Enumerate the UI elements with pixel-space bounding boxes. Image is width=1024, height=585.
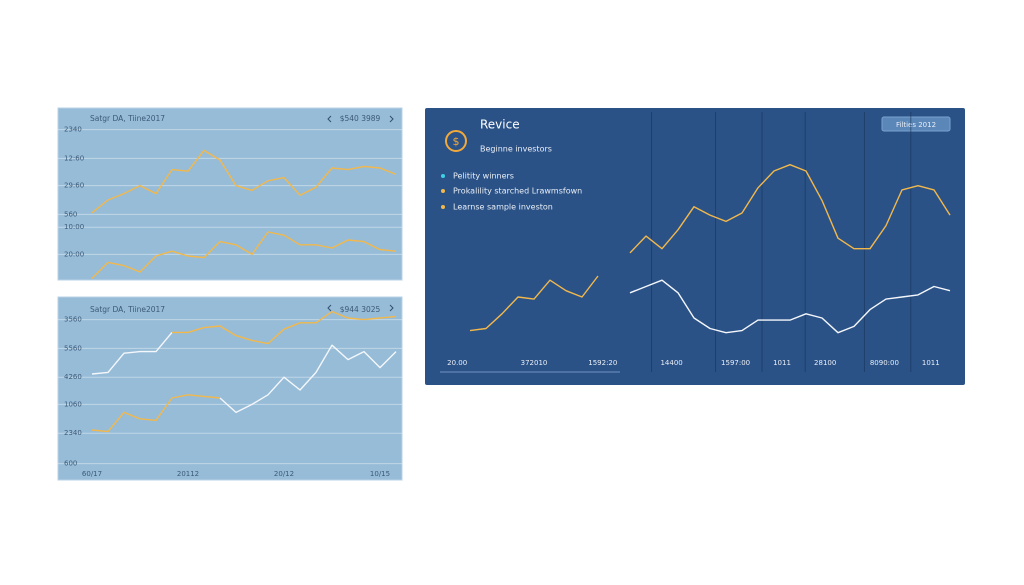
series-line	[629, 279, 951, 334]
nav-arrow[interactable]	[327, 115, 332, 123]
y-tick-label: 5560	[64, 344, 82, 352]
x-tick-label: 20112	[177, 470, 199, 478]
x-tick-label: 1592:20	[588, 359, 617, 367]
series-line	[219, 344, 397, 414]
panel-subtitle: Beginne investors	[480, 145, 552, 154]
x-tick-label: 20.00	[447, 359, 467, 367]
x-tick-label: 372010	[521, 359, 548, 367]
panel-title: Satgr DA, Tiine2017	[90, 305, 165, 314]
series-line	[91, 394, 221, 433]
x-tick-label: 10/15	[370, 470, 390, 478]
y-tick-label: 20:00	[64, 250, 84, 258]
y-tick-label: 560	[64, 210, 77, 218]
panel-value: $944 3025	[340, 305, 381, 314]
series-line	[91, 149, 397, 214]
panel	[57, 296, 403, 481]
series-line	[629, 164, 951, 254]
legend-dot	[441, 174, 445, 178]
x-tick-label: 14400	[660, 359, 682, 367]
x-tick-label: 60/17	[82, 470, 102, 478]
series-line	[172, 310, 397, 345]
filter-button[interactable]	[881, 116, 951, 132]
legend-label: Pelitity winners	[453, 172, 514, 181]
coin-icon	[445, 130, 467, 152]
panel	[425, 108, 965, 385]
legend-label: Learnse sample investon	[453, 203, 553, 212]
series-line	[91, 331, 173, 375]
y-tick-label: 1060	[64, 400, 82, 408]
y-tick-label: 2340	[64, 126, 82, 134]
legend-dot	[441, 205, 445, 209]
y-tick-label: 10:00	[64, 223, 84, 231]
y-tick-label: 12:60	[64, 154, 84, 162]
x-tick-label: 20/12	[274, 470, 294, 478]
nav-arrow[interactable]	[389, 304, 394, 312]
x-tick-label: 8090:00	[870, 359, 899, 367]
x-tick-label: 1011	[922, 359, 940, 367]
legend-dot	[441, 189, 445, 193]
y-tick-label: 29:60	[64, 182, 84, 190]
legend-label: Prokalility starched Lrawmsfown	[453, 187, 582, 196]
series-line	[91, 231, 397, 279]
y-tick-label: 3560	[64, 316, 82, 324]
series-line	[469, 275, 599, 332]
nav-arrow[interactable]	[327, 304, 332, 312]
panel	[57, 107, 403, 281]
panel-value: $540 3989	[340, 114, 381, 123]
nav-arrow[interactable]	[389, 115, 394, 123]
filter-label: Filties 2012	[896, 121, 936, 129]
x-tick-label: 1597:00	[721, 359, 750, 367]
y-tick-label: 600	[64, 460, 77, 468]
icon-glyph: $	[453, 135, 460, 148]
panel-title: Revice	[480, 118, 520, 132]
x-tick-label: 1011	[773, 359, 791, 367]
y-tick-label: 2340	[64, 429, 82, 437]
panel-title: Satgr DA, Tiine2017	[90, 114, 165, 123]
x-tick-label: 28100	[814, 359, 836, 367]
y-tick-label: 4260	[64, 373, 82, 381]
